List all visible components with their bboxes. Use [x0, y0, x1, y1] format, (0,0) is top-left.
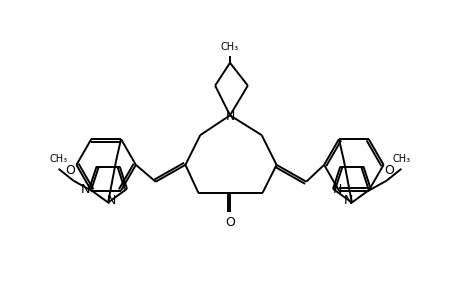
Text: N: N [80, 183, 90, 196]
Text: CH₃: CH₃ [392, 154, 409, 164]
Text: N: N [106, 194, 116, 207]
Text: CH₃: CH₃ [220, 42, 239, 52]
Text: N: N [343, 194, 353, 207]
Text: CH₃: CH₃ [50, 154, 67, 164]
Text: O: O [66, 164, 75, 177]
Text: O: O [225, 216, 235, 229]
Text: N: N [331, 183, 341, 196]
Text: O: O [384, 164, 393, 177]
Text: N: N [225, 110, 234, 123]
